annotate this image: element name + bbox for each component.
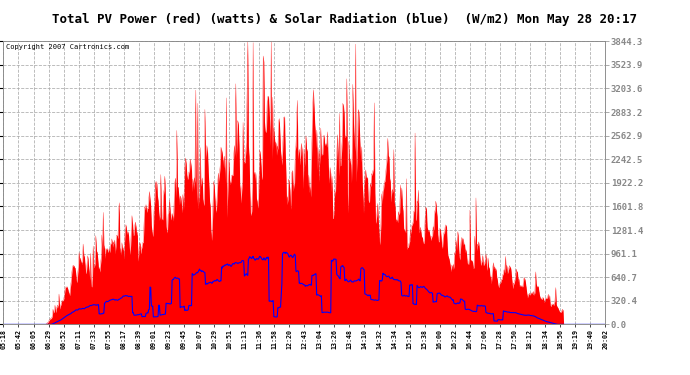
Text: Copyright 2007 Cartronics.com: Copyright 2007 Cartronics.com xyxy=(6,44,130,50)
Text: Total PV Power (red) (watts) & Solar Radiation (blue)  (W/m2) Mon May 28 20:17: Total PV Power (red) (watts) & Solar Rad… xyxy=(52,13,638,26)
